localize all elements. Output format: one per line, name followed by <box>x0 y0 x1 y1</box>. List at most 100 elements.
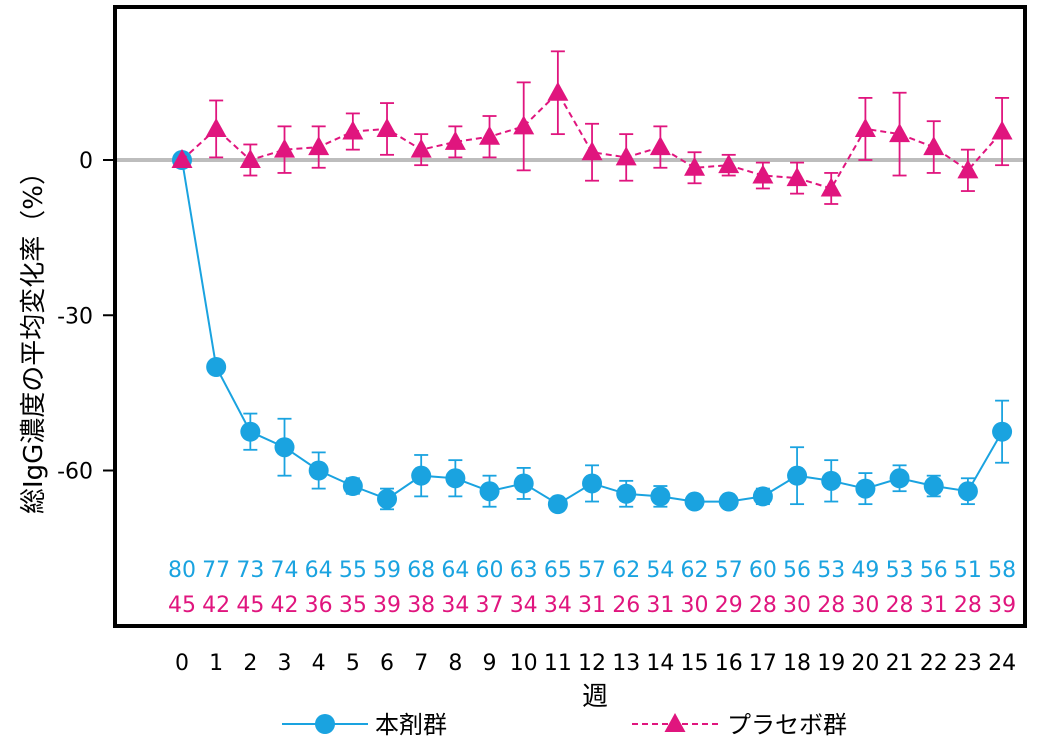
legend-item-1: 本剤群 <box>282 711 447 739</box>
n-count-label: 60 <box>749 558 777 583</box>
legend-item-2: プラセボ群 <box>632 711 847 739</box>
x-axis-title: 週 <box>582 682 608 712</box>
y-tick-label: -30 <box>57 304 93 329</box>
legend-marker <box>664 713 686 732</box>
n-count-label: 65 <box>544 558 572 583</box>
y-tick-label: -60 <box>57 460 93 485</box>
n-count-label: 63 <box>510 558 538 583</box>
data-point <box>684 491 705 512</box>
x-tick-label: 11 <box>544 651 572 676</box>
data-point <box>274 138 296 158</box>
n-count-label: 31 <box>920 593 948 618</box>
data-point <box>787 465 808 486</box>
data-point <box>923 476 944 497</box>
n-count-label: 28 <box>817 593 845 618</box>
data-point <box>411 465 432 486</box>
x-tick-label: 20 <box>851 651 879 676</box>
n-count-label: 34 <box>510 593 538 618</box>
n-count-label: 36 <box>305 593 333 618</box>
n-count-label: 31 <box>578 593 606 618</box>
data-point <box>615 146 637 166</box>
n-count-label: 80 <box>168 558 196 583</box>
x-tick-label: 21 <box>886 651 914 676</box>
data-point <box>889 468 910 489</box>
data-point <box>239 149 261 168</box>
series-1 <box>172 150 1013 515</box>
legend-label: 本剤群 <box>375 711 447 739</box>
data-point <box>616 483 637 504</box>
data-point <box>649 136 671 156</box>
n-count-label: 39 <box>988 593 1016 618</box>
legend: 本剤群 プラセボ群 <box>282 711 847 739</box>
data-point <box>240 421 261 442</box>
n-count-label: 34 <box>441 593 469 618</box>
n-count-label: 38 <box>407 593 435 618</box>
x-tick-label: 7 <box>414 651 428 676</box>
data-point <box>479 125 501 145</box>
data-point <box>752 164 774 184</box>
y-tick-label: 0 <box>79 149 93 174</box>
n-count-label: 53 <box>886 558 914 583</box>
data-point <box>820 177 842 197</box>
x-tick-label: 9 <box>483 651 497 676</box>
n-count-label: 26 <box>612 593 640 618</box>
x-tick-label: 24 <box>988 651 1016 676</box>
data-point <box>479 481 500 502</box>
n-count-label: 60 <box>476 558 504 583</box>
x-tick-label: 1 <box>209 651 223 676</box>
n-count-label: 31 <box>646 593 674 618</box>
n-count-label: 29 <box>715 593 743 618</box>
n-count-label: 42 <box>271 593 299 618</box>
data-point <box>581 141 603 161</box>
x-tick-label: 2 <box>243 651 257 676</box>
data-point <box>206 357 227 377</box>
n-count-label: 62 <box>612 558 640 583</box>
n-count-label: 30 <box>681 593 709 618</box>
n-count-label: 54 <box>646 558 674 583</box>
x-tick-label: 14 <box>646 651 674 676</box>
data-point <box>342 476 363 497</box>
legend-label: プラセボ群 <box>727 711 847 739</box>
n-count-label: 55 <box>339 558 367 583</box>
data-point <box>991 120 1013 140</box>
x-tick-label: 22 <box>920 651 948 676</box>
data-point <box>513 473 534 494</box>
n-count-label: 56 <box>783 558 811 583</box>
data-point <box>957 481 978 502</box>
n-count-label: 62 <box>681 558 709 583</box>
n-count-label: 64 <box>305 558 333 583</box>
data-point <box>957 159 979 179</box>
n-count-label: 74 <box>271 558 299 583</box>
series-2 <box>171 50 1013 205</box>
n-count-label: 77 <box>202 558 230 583</box>
x-tick-label: 6 <box>380 651 394 676</box>
n-count-label: 37 <box>476 593 504 618</box>
n-count-label: 45 <box>236 593 264 618</box>
x-tick-label: 18 <box>783 651 811 676</box>
n-count-label: 58 <box>988 558 1016 583</box>
data-point <box>513 115 535 135</box>
n-count-label: 57 <box>715 558 743 583</box>
n-count-label: 30 <box>783 593 811 618</box>
y-axis: 0 -30 -60 <box>57 149 115 485</box>
data-point <box>274 437 295 458</box>
x-tick-label: 13 <box>612 651 640 676</box>
data-point <box>752 486 773 507</box>
data-point <box>992 421 1013 442</box>
data-point <box>342 120 364 140</box>
n-count-label: 68 <box>407 558 435 583</box>
data-point <box>684 156 706 176</box>
data-point <box>650 486 671 507</box>
n-count-label: 73 <box>236 558 264 583</box>
x-tick-label: 17 <box>749 651 777 676</box>
x-axis: 0 1 2 3 4 5 6 7 8 9 10 11 12 13 14 15 16 17 18 19 20 21 22 23 24 <box>175 651 1016 676</box>
n-count-label: 53 <box>817 558 845 583</box>
data-point <box>445 468 466 489</box>
data-point <box>308 460 329 481</box>
data-point <box>821 470 842 491</box>
x-tick-label: 4 <box>312 651 326 676</box>
n-count-label: 42 <box>202 593 230 618</box>
n-count-label: 64 <box>441 558 469 583</box>
x-tick-label: 15 <box>681 651 709 676</box>
